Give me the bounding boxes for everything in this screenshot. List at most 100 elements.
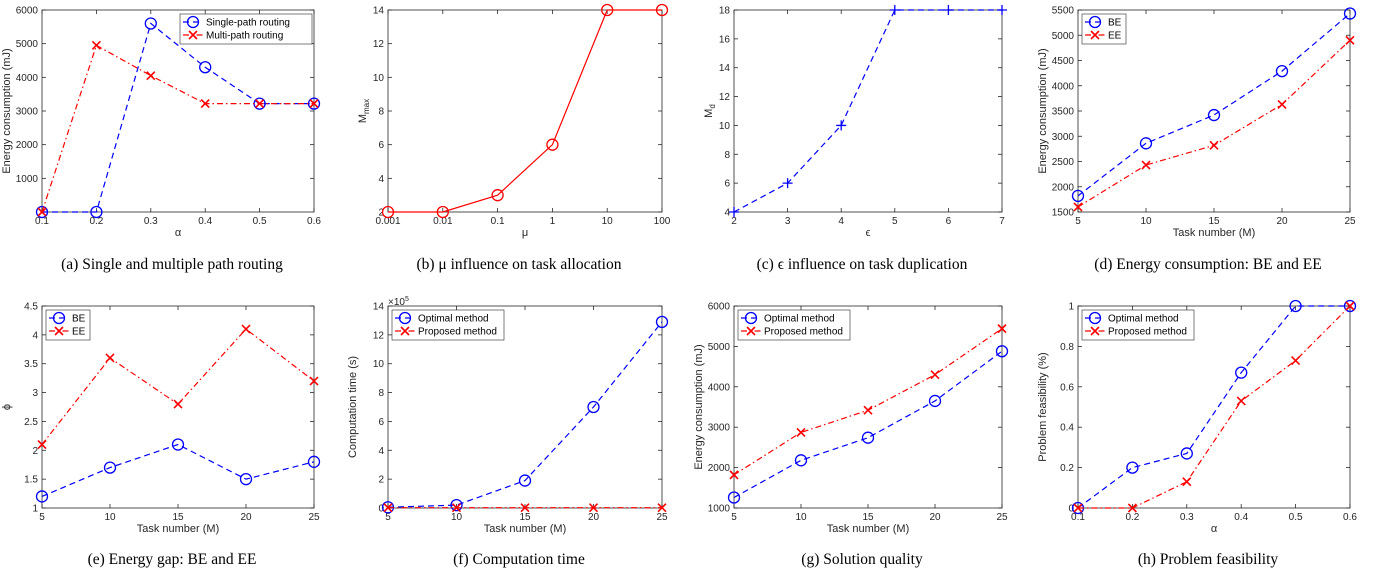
series-1 [383,503,667,513]
x-tick-label: 5 [39,512,45,523]
legend-box [737,309,851,341]
data-point [1291,355,1301,366]
data-point [1180,447,1193,460]
panel-caption: (b) μ influence on task allocation [416,256,621,273]
y-tick-label: 5500 [1052,6,1075,17]
x-tick-label: 10 [602,216,614,227]
x-tick-label: 25 [996,512,1008,523]
legend-label: Optimal method [418,314,489,325]
series-0 [1071,7,1357,202]
data-point [782,178,793,189]
legend-box [1081,309,1195,341]
data-point [588,503,599,513]
data-point [1343,7,1357,20]
data-point [383,503,393,513]
x-tick-label: 10 [795,512,807,523]
x-tick-label: 15 [1208,216,1220,227]
series-0 [729,5,1007,217]
y-axis-label-text: M [703,109,715,118]
x-tick-label: 5 [892,216,898,227]
data-point [103,461,117,474]
series-1 [37,40,319,217]
series-0 [381,3,669,219]
legend: Optimal method Proposed method [1081,309,1195,341]
x-tick-label: 0.3 [144,216,158,227]
series-0 [35,17,321,219]
data-point [836,120,847,131]
data-point [144,17,157,30]
legend-box [1081,13,1127,45]
y-tick-label: 4 [724,208,730,219]
y-tick-label: 3000 [16,107,39,118]
data-point [729,470,739,480]
y-tick-label: 2000 [1052,182,1075,193]
data-point [1275,64,1289,78]
y-tick-label: 10 [373,73,385,84]
data-point [657,503,667,513]
x-tick-label: 15 [862,512,874,523]
panel-caption: (d) Energy consumption: BE and EE [1094,256,1321,273]
data-point [1073,202,1083,212]
y-tick-label: 2500 [1052,157,1075,168]
y-tick-label: 1 [32,504,38,515]
legend: Single-path routing Multi-path routing [179,13,313,45]
panel-caption: (c) ϵ influence on task duplication [757,256,968,273]
y-axis-label: Md [703,104,717,118]
data-point [1345,35,1355,45]
y-exponent-power: 5 [405,296,409,303]
data-point [1139,137,1153,150]
x-tick-label: 15 [519,512,531,523]
y-tick-label: 2.5 [24,417,38,428]
chart-panel-b: 0.001 0.01 0.1 1 10 100 2 4 6 8 10 12 14 μ Mmax (b) μ i… [357,3,671,273]
data-point [307,455,321,468]
x-tick-label: 10 [451,512,463,523]
series-1 [729,324,1007,480]
x-tick-label: 25 [308,512,320,523]
y-tick-label: 0.2 [1060,463,1074,474]
data-point [436,205,449,219]
x-tick-label: 25 [1344,216,1356,227]
y-tick-label: 6 [724,179,730,190]
y-tick-label: 4500 [1052,56,1075,67]
series-0 [1071,299,1357,515]
y-axis-label: Energy consumption (mJ) [1037,48,1049,173]
data-point [727,491,741,504]
y-tick-label: 2000 [708,463,731,474]
data-point [863,405,873,415]
panel-caption: (e) Energy gap: BE and EE [88,551,257,568]
y-tick-label: 4000 [16,73,39,84]
y-axis-label: Energy consumption (mJ) [1,48,13,173]
y-tick-label: 6000 [16,6,39,17]
y-tick-label: 0.6 [1060,382,1074,393]
data-point [451,503,462,513]
legend-label: BE [72,314,86,325]
chart-panel-d: 5 10 15 20 25 1500 2000 2500 3000 3500 4000 4500 500… [1037,6,1357,273]
x-tick-label: 2 [731,216,737,227]
x-tick-label: 0.4 [198,216,212,227]
x-tick-label: 15 [172,512,184,523]
legend-box [391,309,505,341]
y-tick-label: 5000 [708,342,731,353]
x-tick-label: 0.5 [1289,512,1303,523]
data-point [1126,461,1139,474]
data-point [200,99,210,109]
data-point [1141,160,1151,170]
legend-marker [188,30,198,40]
data-point [255,99,265,109]
data-point [239,472,253,486]
data-point [1071,189,1085,202]
y-tick-label: 0 [378,504,384,515]
data-point [1289,299,1302,313]
y-tick-label: 4.5 [24,302,38,313]
x-tick-label: 0.1 [35,216,49,227]
data-point [37,439,47,450]
y-tick-label: 12 [719,92,731,103]
y-axis-label: Mmax [357,99,371,123]
x-tick-label: 25 [656,512,668,523]
x-tick-label: 0.1 [491,216,505,227]
chart-panel-f: 5 10 15 20 25 0 2 4 6 8 10 12 14 Task number (M) Compu… [347,296,669,568]
data-point [655,3,669,17]
x-tick-label: 0.5 [253,216,267,227]
plot-frame [1077,305,1351,509]
data-point [995,345,1009,358]
